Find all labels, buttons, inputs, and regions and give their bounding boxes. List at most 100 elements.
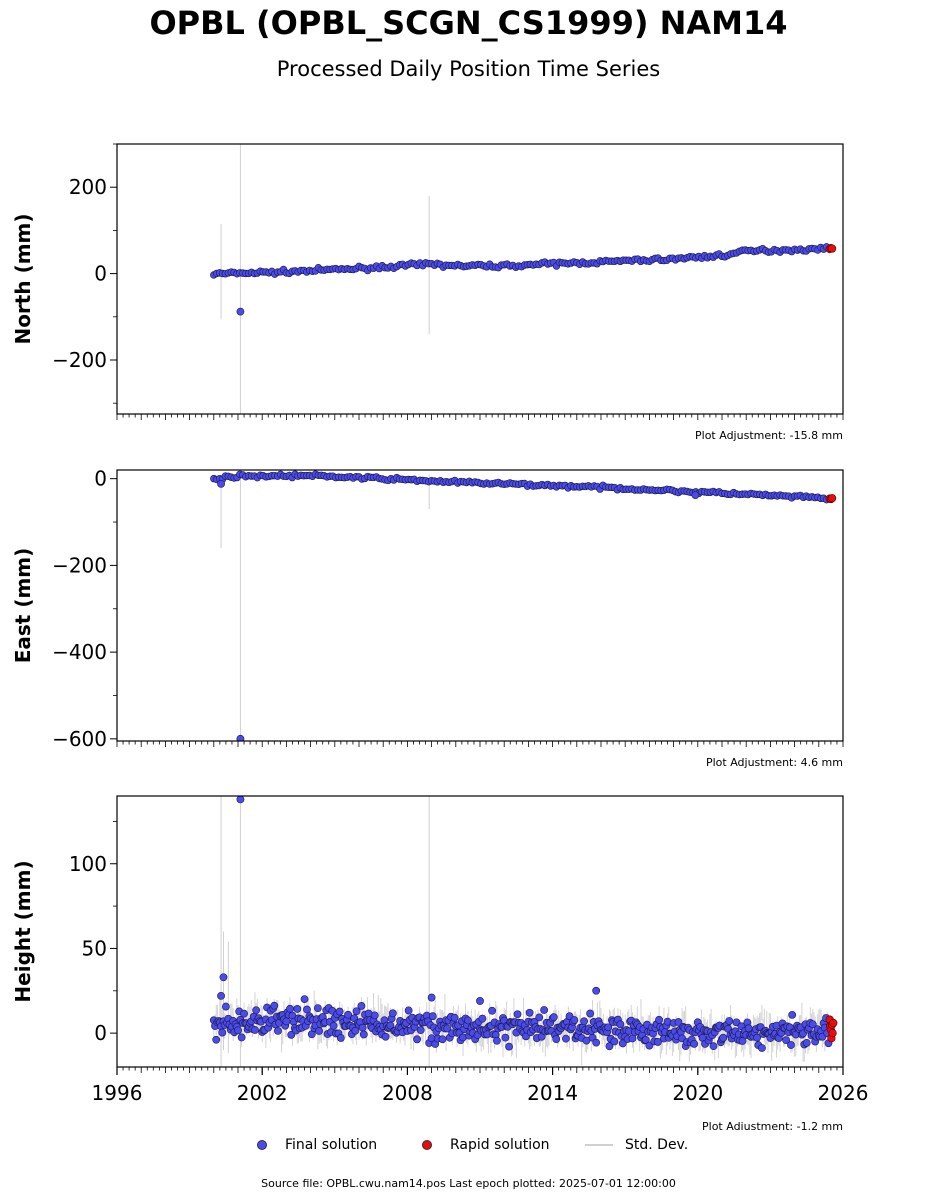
final-point	[505, 1042, 513, 1051]
y-tick-label: −200	[52, 553, 107, 577]
final-point-outlier	[691, 491, 700, 500]
stddev-line-icon	[585, 1144, 613, 1146]
final-point	[604, 1023, 613, 1032]
y-tick-label: 50	[82, 936, 107, 960]
final-point	[758, 1044, 766, 1052]
final-point	[438, 1035, 447, 1044]
final-point	[336, 1034, 345, 1042]
legend-rapid: Rapid solution	[422, 1137, 550, 1153]
rapid-point	[828, 1029, 837, 1038]
final-point	[641, 1035, 650, 1044]
panel-plot-area	[210, 144, 837, 414]
final-point	[655, 1015, 663, 1024]
panel-plot-area	[210, 470, 837, 741]
y-tick-label: 0	[94, 262, 107, 286]
x-ticks	[116, 1067, 844, 1073]
final-point	[351, 1026, 360, 1035]
legend-final: Final solution	[257, 1137, 377, 1153]
final-point-outlier	[217, 991, 225, 1000]
x-tick-label: 2002	[237, 1081, 288, 1105]
final-point	[605, 1042, 614, 1051]
panel-frame	[116, 143, 844, 415]
final-point-outlier	[236, 796, 245, 804]
x-ticks	[116, 741, 844, 747]
legend: Final solution Rapid solution Std. Dev.	[0, 1137, 937, 1159]
x-tick-label: 1996	[92, 1081, 143, 1105]
final-point	[580, 1017, 588, 1026]
x-ticks	[116, 414, 844, 420]
final-point	[282, 1017, 291, 1026]
y-tick-label: −200	[52, 348, 107, 372]
final-point	[488, 1006, 496, 1015]
y-axis: −200 0 200	[52, 143, 117, 404]
final-point	[240, 1009, 248, 1018]
final-point	[313, 1004, 322, 1013]
final-point	[358, 1023, 367, 1032]
final-point-outlier	[427, 993, 436, 1002]
final-point	[513, 1010, 522, 1019]
final-point	[570, 1016, 579, 1024]
final-point-outlier	[592, 986, 601, 995]
final-point	[478, 1014, 487, 1023]
final-point	[610, 1037, 619, 1046]
final-point	[549, 1013, 558, 1022]
rapid-point	[828, 494, 837, 503]
final-point	[586, 1009, 595, 1018]
final-point	[329, 1021, 338, 1030]
final-point-outlier	[217, 479, 225, 488]
final-point	[274, 1027, 282, 1035]
stddev-bars	[220, 144, 430, 414]
final-point	[212, 1035, 221, 1044]
plot-adjustment-note: Plot Adjustment: -15.8 mm	[695, 429, 843, 442]
final-point	[808, 1020, 817, 1029]
final-point	[381, 1032, 390, 1041]
final-point	[443, 1024, 452, 1033]
y-tick-label: 100	[69, 852, 107, 876]
final-point	[674, 1018, 683, 1026]
y-tick-label: 200	[69, 175, 107, 199]
final-point-outlier	[236, 734, 245, 741]
x-tick-label: 2008	[382, 1081, 433, 1105]
final-point	[221, 1002, 230, 1011]
final-point-outlier	[476, 997, 484, 1005]
final-point	[562, 1034, 570, 1043]
final-point	[357, 1002, 366, 1010]
legend-stddev-label: Std. Dev.	[625, 1137, 689, 1153]
final-point	[592, 1038, 601, 1047]
time-series-figure: −200 0 200 North (mm) Plot Adjustment: -15.8…	[11, 143, 868, 1130]
final-point	[525, 1008, 534, 1017]
y-tick-label: −400	[52, 640, 107, 664]
final-point	[653, 1038, 662, 1046]
final-point	[218, 1028, 227, 1037]
final-point	[788, 1010, 797, 1019]
y-tick-label: 0	[94, 1021, 107, 1045]
plot-adjustment-note: Plot Adjustment: 4.6 mm	[706, 756, 843, 769]
rapid-points	[825, 494, 837, 504]
final-point	[618, 1039, 627, 1048]
final-points	[210, 470, 831, 741]
final-point	[501, 1033, 510, 1042]
final-point-outlier	[236, 307, 245, 316]
final-marker-icon	[257, 1140, 267, 1150]
final-point	[234, 1026, 242, 1035]
final-point	[370, 1011, 379, 1020]
x-tick-label: 2014	[527, 1081, 578, 1105]
final-point	[493, 1036, 501, 1045]
chart-subtitle: Processed Daily Position Time Series	[276, 57, 661, 81]
final-point	[335, 1007, 344, 1016]
final-point	[463, 1016, 472, 1025]
final-point	[709, 1042, 718, 1051]
final-point	[616, 1020, 625, 1029]
final-point	[428, 1012, 437, 1021]
final-point	[287, 1030, 296, 1039]
panel-plot-area	[209, 796, 838, 1067]
panel-3: 0 50 100 Height (mm) Plot Adjustment: -1.2 m…	[11, 795, 868, 1130]
final-point	[388, 1009, 397, 1018]
chart-title: OPBL (OPBL_SCGN_CS1999) NAM14	[149, 4, 788, 42]
final-point	[552, 1035, 561, 1043]
rapid-marker-icon	[422, 1140, 432, 1150]
final-point	[251, 1026, 259, 1034]
rapid-point	[828, 244, 837, 253]
y-axis: 0 50 100	[69, 821, 117, 1045]
final-points	[210, 243, 831, 316]
